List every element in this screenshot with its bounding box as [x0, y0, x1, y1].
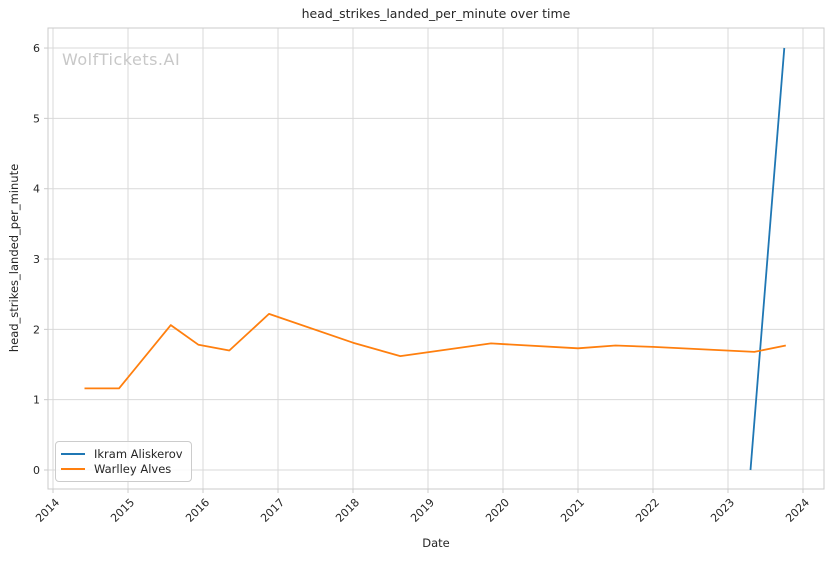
y-tick-label: 3 [33, 253, 40, 266]
legend-label: Warlley Alves [94, 461, 172, 476]
y-tick-label: 1 [33, 394, 40, 407]
x-tick-label: 2016 [183, 496, 212, 525]
x-tick-label: 2022 [633, 496, 662, 525]
x-tick-label: 2023 [708, 496, 737, 525]
y-tick-label: 6 [33, 42, 40, 55]
legend-label: Ikram Aliskerov [94, 447, 183, 462]
x-tick-label: 2019 [408, 496, 437, 525]
series-line-warlley-alves [84, 312, 786, 390]
y-axis-label: head_strikes_landed_per_minute [7, 163, 21, 353]
y-tick-label: 0 [33, 464, 40, 477]
x-tick-label: 2024 [783, 496, 812, 525]
plot-border [47, 27, 825, 490]
watermark: WolfTickets.AI [62, 50, 181, 69]
x-tick-label: 2015 [108, 496, 137, 525]
y-tick-label: 4 [33, 183, 40, 196]
series-line-ikram-aliskerov [749, 47, 786, 471]
legend-item: Ikram Aliskerov [61, 447, 183, 462]
y-tick-label: 2 [33, 323, 40, 336]
x-tick-label: 2021 [558, 496, 587, 525]
chart-title: head_strikes_landed_per_minute over time [301, 6, 571, 21]
legend-item: Warlley Alves [61, 462, 182, 476]
x-tick-label: 2014 [33, 496, 62, 525]
x-tick-label: 2020 [483, 496, 512, 525]
x-axis-label: Date [422, 536, 450, 550]
legend: Ikram Aliskerov Warlley Alves [55, 441, 192, 482]
y-tick-label: 5 [33, 112, 40, 125]
x-tick-label: 2018 [333, 496, 362, 525]
x-tick-label: 2017 [258, 496, 287, 525]
legend-line-swatch [61, 467, 85, 470]
legend-line-swatch [61, 453, 85, 456]
